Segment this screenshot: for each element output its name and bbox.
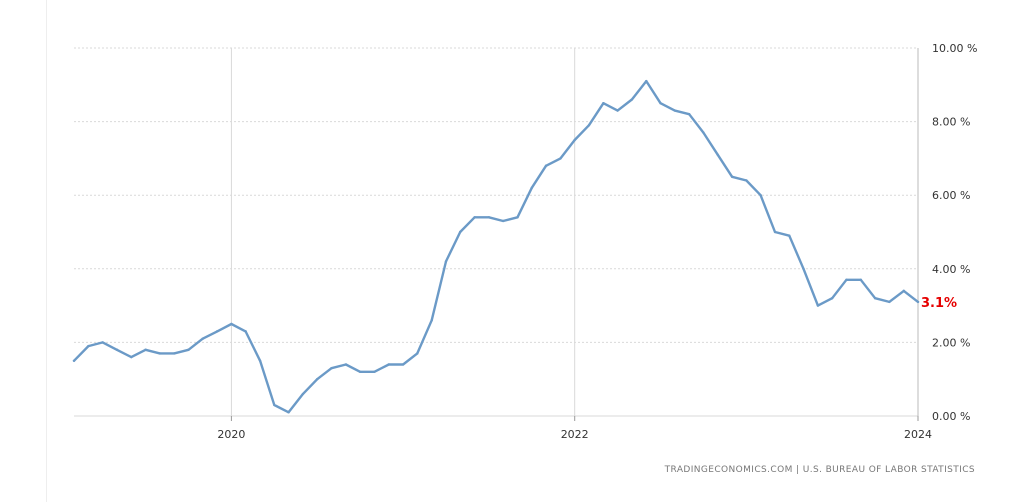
- plot-series: [72, 79, 920, 414]
- data-point: [645, 79, 648, 83]
- series-line: [72, 79, 920, 414]
- data-point: [473, 216, 476, 219]
- y-tick-label: 6.00 %: [932, 189, 970, 202]
- data-point: [144, 348, 147, 351]
- data-point: [845, 278, 848, 282]
- data-point: [215, 330, 219, 333]
- y-tick-label: 2.00 %: [932, 336, 970, 349]
- x-axis-ticks: 2020 2022 2024: [217, 428, 932, 441]
- data-point: [130, 355, 133, 359]
- data-point: [344, 363, 348, 366]
- data-point: [72, 359, 76, 362]
- data-point: [330, 366, 333, 370]
- x-tick-label: 2020: [217, 428, 245, 441]
- x-tick-label: 2022: [561, 428, 589, 441]
- data-point: [873, 297, 877, 300]
- data-point: [101, 341, 104, 344]
- y-tick-label: 8.00 %: [932, 116, 970, 129]
- data-point: [673, 109, 676, 112]
- data-point: [358, 370, 362, 374]
- data-point: [573, 138, 576, 142]
- data-point: [802, 267, 805, 270]
- data-point: [173, 352, 176, 355]
- y-tick-label: 4.00 %: [932, 263, 970, 276]
- left-border: [46, 0, 47, 502]
- horizontal-gridlines: [74, 47, 918, 417]
- data-point: [444, 260, 448, 263]
- data-point: [759, 194, 762, 197]
- data-point: [187, 348, 190, 351]
- data-point: [416, 352, 419, 355]
- data-point: [244, 330, 247, 333]
- data-point: [487, 216, 491, 219]
- data-point: [387, 363, 391, 366]
- y-axis-ticks: 0.00 % 2.00 % 4.00 % 6.00 % 8.00 % 10.00 %: [932, 42, 977, 423]
- data-point: [287, 411, 290, 414]
- last-value-label: 3.1%: [921, 296, 957, 311]
- vertical-gridlines: [230, 48, 919, 421]
- y-tick-label: 10.00 %: [932, 42, 977, 55]
- data-point: [516, 216, 519, 219]
- data-point: [273, 403, 276, 407]
- data-point: [830, 297, 834, 300]
- data-point: [602, 102, 605, 105]
- data-point: [230, 322, 233, 326]
- data-point: [888, 300, 891, 304]
- data-point: [630, 98, 634, 101]
- data-point: [702, 131, 705, 134]
- data-point: [201, 337, 204, 340]
- data-point: [902, 289, 905, 293]
- data-point: [716, 153, 719, 156]
- y-tick-label: 0.00 %: [932, 410, 970, 423]
- data-point: [501, 219, 505, 223]
- data-point: [158, 352, 162, 355]
- data-point: [301, 392, 305, 396]
- data-point: [687, 113, 691, 116]
- data-point: [401, 363, 405, 366]
- data-point: [430, 319, 433, 322]
- data-point: [859, 278, 863, 282]
- data-point: [745, 179, 748, 182]
- data-point: [616, 109, 619, 112]
- data-point: [659, 102, 662, 105]
- data-point: [773, 230, 777, 234]
- data-point: [258, 359, 262, 362]
- x-tick-label: 2024: [904, 428, 932, 441]
- data-point: [544, 164, 548, 167]
- source-caption: TRADINGECONOMICS.COM | U.S. BUREAU OF LA…: [664, 465, 975, 475]
- data-point: [587, 124, 591, 127]
- data-point: [788, 234, 791, 237]
- data-point: [115, 348, 119, 351]
- data-point: [730, 175, 734, 178]
- data-point: [530, 186, 533, 190]
- data-point: [316, 378, 319, 381]
- data-point: [373, 370, 376, 374]
- data-point: [916, 300, 920, 304]
- data-point: [559, 157, 562, 160]
- data-point: [459, 230, 462, 234]
- data-point: [87, 344, 90, 348]
- data-point: [816, 304, 820, 307]
